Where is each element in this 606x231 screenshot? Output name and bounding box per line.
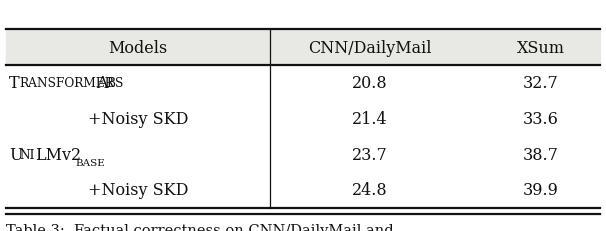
Text: 20.8: 20.8	[352, 75, 387, 92]
Text: 24.8: 24.8	[352, 182, 387, 199]
Text: XSum: XSum	[517, 39, 565, 56]
Text: +Noisy SKD: +Noisy SKD	[88, 182, 188, 199]
Text: BASE: BASE	[75, 158, 105, 167]
Text: 38.7: 38.7	[523, 146, 559, 163]
Text: CNN/DailyMail: CNN/DailyMail	[308, 39, 431, 56]
Text: 32.7: 32.7	[523, 75, 559, 92]
Bar	[6, 30, 600, 66]
Text: Models: Models	[108, 39, 167, 56]
Text: NI: NI	[19, 148, 35, 161]
Text: 33.6: 33.6	[523, 110, 559, 128]
Text: +Noisy SKD: +Noisy SKD	[88, 110, 188, 128]
Text: 39.9: 39.9	[523, 182, 559, 199]
Text: BS: BS	[107, 77, 124, 90]
Text: 21.4: 21.4	[352, 110, 387, 128]
Text: A: A	[96, 75, 108, 92]
Text: U: U	[9, 146, 22, 163]
Text: Table 3:  Factual correctness on CNN/DailyMail and: Table 3: Factual correctness on CNN/Dail…	[6, 223, 394, 231]
Text: T: T	[9, 75, 20, 92]
Text: LMv2: LMv2	[35, 146, 81, 163]
Text: RANSFORMER: RANSFORMER	[19, 77, 114, 90]
Text: 23.7: 23.7	[352, 146, 387, 163]
